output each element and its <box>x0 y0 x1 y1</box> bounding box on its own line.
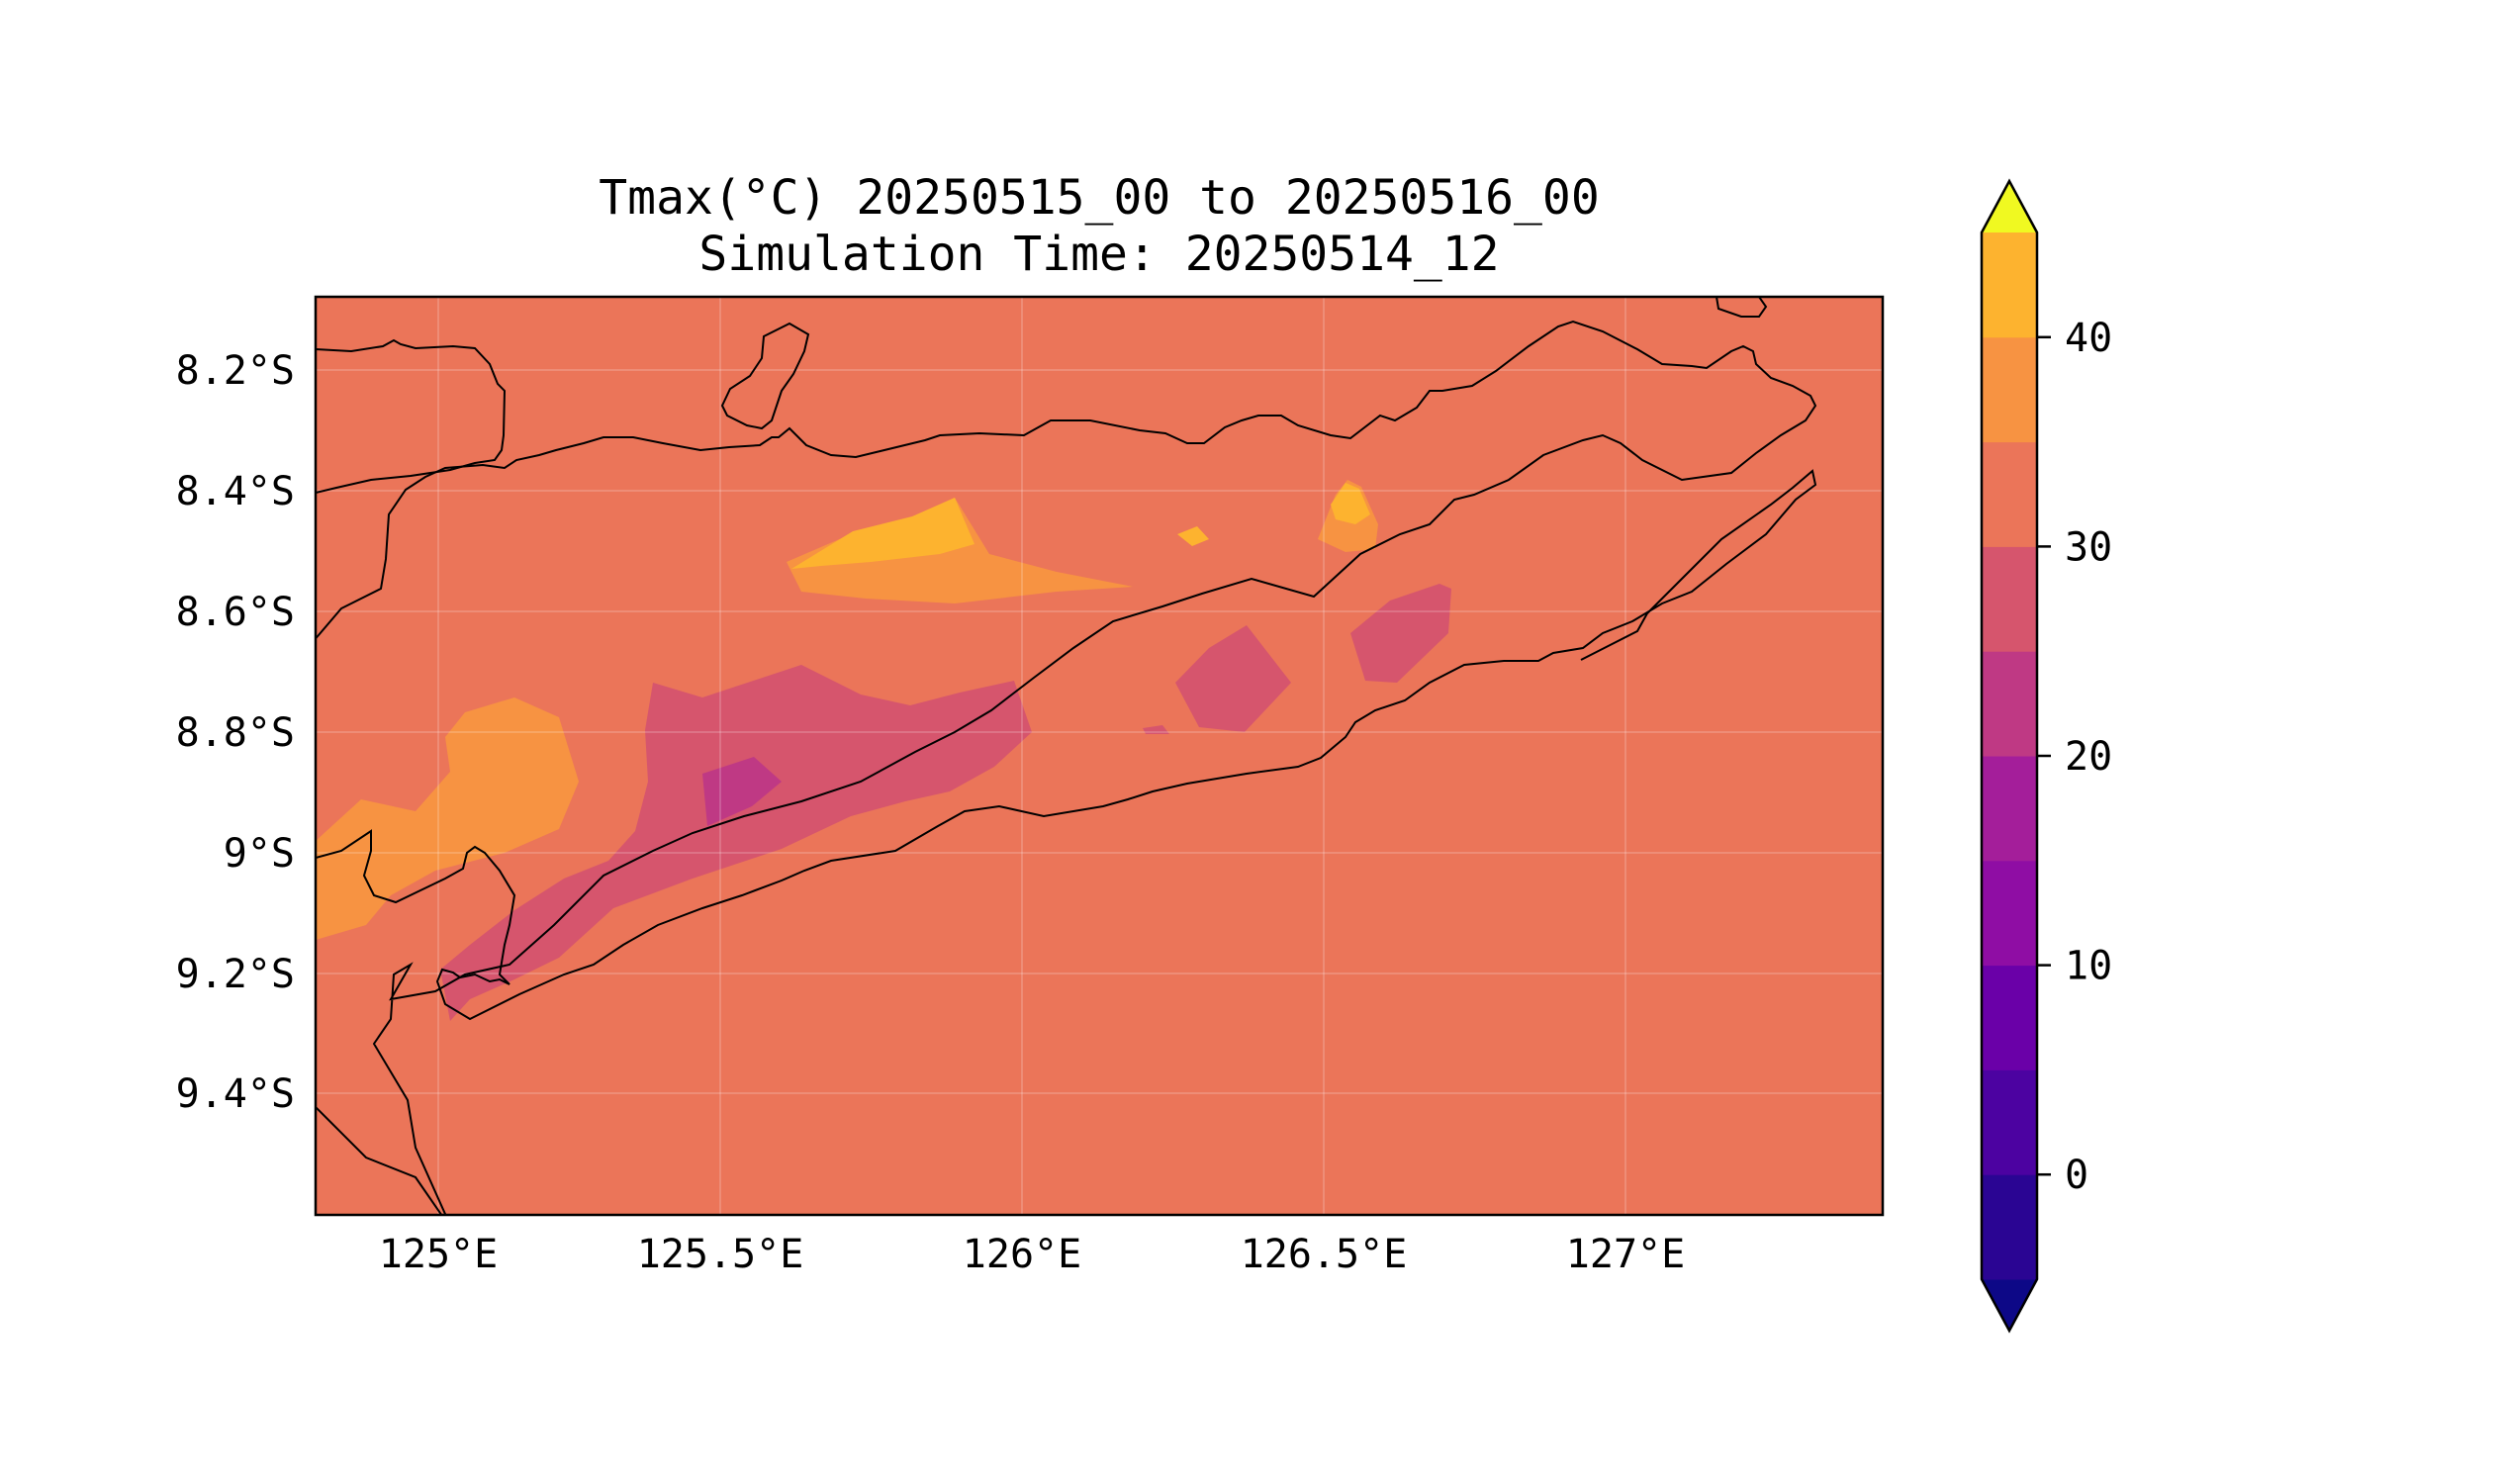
coastline-timor <box>316 320 1817 1215</box>
temp-region-20-25-dot <box>1143 725 1169 734</box>
colorbar-band <box>1982 336 2037 443</box>
colorbar-extend-low <box>1982 1279 2037 1331</box>
temp-region-20-25-east <box>1350 584 1451 683</box>
latitude-axis: 8.2°S 8.4°S 8.6°S 8.8°S 9°S 9.2°S 9.4°S <box>176 348 295 1117</box>
temp-region-30-35-west <box>316 697 579 940</box>
colorbar-band <box>1982 965 2037 1070</box>
colorbar-band <box>1982 1069 2037 1175</box>
coastline-atauro <box>720 322 810 430</box>
colorbar-tick-label: 10 <box>2065 944 2112 989</box>
colorbar-band <box>1982 546 2037 652</box>
coastline-timor-north <box>316 469 1817 1021</box>
lat-tick-label: 8.6°S <box>176 590 295 635</box>
temp-region-15-20 <box>702 757 782 826</box>
colorbar-tick-label: 0 <box>2065 1153 2088 1198</box>
colorbar-tick-label: 20 <box>2065 734 2112 780</box>
colorbar-tick-label: 40 <box>2065 316 2112 361</box>
chart-title: Tmax(°C) 20250515_00 to 20250516_00 <box>599 170 1599 226</box>
coastline-alor <box>316 338 507 494</box>
colorbar-band <box>1982 1174 2037 1280</box>
lon-tick-label: 125°E <box>379 1232 498 1277</box>
temp-region-35-40-east <box>1331 483 1370 524</box>
colorbar: 0 10 20 30 40 <box>1980 178 2112 1334</box>
lat-tick-label: 9.4°S <box>176 1071 295 1117</box>
colorbar-band <box>1982 860 2037 967</box>
temp-region-30-35-north <box>787 498 1133 603</box>
temperature-field-base <box>316 297 1883 1215</box>
coastlines <box>316 297 1817 1215</box>
colorbar-outline <box>1980 178 2039 1334</box>
gridlines <box>316 297 1883 1215</box>
colorbar-band <box>1982 651 2037 757</box>
lat-tick-label: 8.8°S <box>176 710 295 756</box>
map-area <box>316 297 1883 1215</box>
colorbar-band <box>1982 756 2037 862</box>
lon-tick-label: 126°E <box>963 1232 1081 1277</box>
lat-tick-label: 9°S <box>224 831 295 877</box>
lon-tick-label: 127°E <box>1566 1232 1685 1277</box>
map-frame <box>314 295 1885 1217</box>
chart-subtitle: Simulation Time: 20250514_12 <box>698 227 1499 282</box>
colorbar-tick-label: 30 <box>2065 524 2112 570</box>
lon-tick-label: 126.5°E <box>1241 1232 1408 1277</box>
temp-region-35-40-north <box>791 498 974 569</box>
temp-region-20-25-main <box>440 665 1032 1021</box>
colorbar-band <box>1982 232 2037 338</box>
temp-region-35-40-small <box>1177 526 1209 546</box>
coastline-wetar <box>1715 297 1768 318</box>
temp-region-20-25-mid <box>1175 625 1291 732</box>
lat-tick-label: 8.2°S <box>176 348 295 394</box>
lat-tick-label: 8.4°S <box>176 469 295 514</box>
colorbar-extend-high <box>1982 181 2037 232</box>
lat-tick-label: 9.2°S <box>176 952 295 997</box>
colorbar-band <box>1982 441 2037 547</box>
longitude-axis: 125°E 125.5°E 126°E 126.5°E 127°E <box>379 1232 1685 1277</box>
lon-tick-label: 125.5°E <box>637 1232 804 1277</box>
